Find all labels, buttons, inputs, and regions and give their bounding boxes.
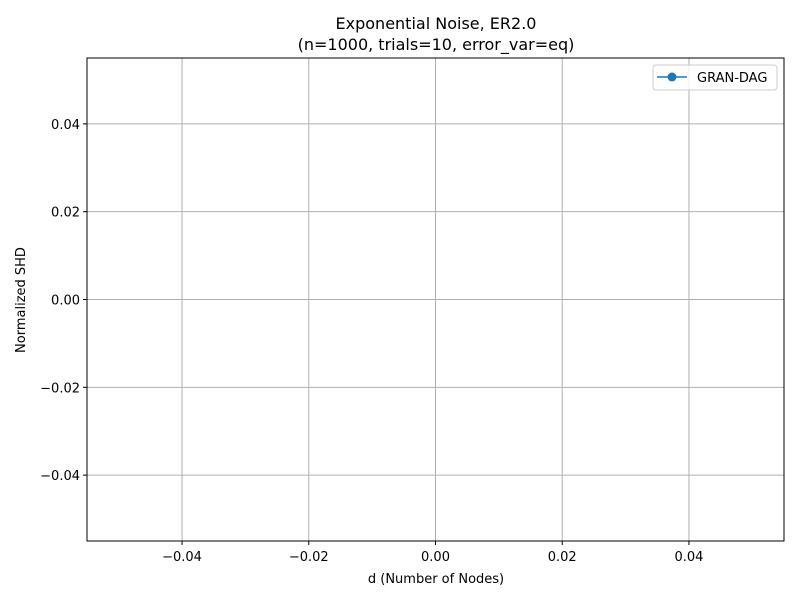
y-tick-label: −0.02	[40, 381, 80, 396]
y-tick-label: −0.04	[40, 469, 80, 484]
chart-title-line1: Exponential Noise, ER2.0	[336, 14, 537, 33]
x-tick-label: 0.00	[421, 550, 450, 565]
y-tick-label: 0.04	[51, 118, 80, 133]
y-tick-label: 0.00	[51, 294, 80, 309]
x-axis-label: d (Number of Nodes)	[368, 572, 504, 587]
chart-title: Exponential Noise, ER2.0 (n=1000, trials…	[298, 14, 575, 55]
x-tick-label: 0.02	[548, 550, 577, 565]
legend-box	[652, 64, 778, 91]
legend: GRAN-DAG	[652, 64, 778, 91]
chart-title-line2: (n=1000, trials=10, error_var=eq)	[298, 35, 575, 55]
y-axis-ticks: −0.04 −0.02 0.00 0.02 0.04	[40, 118, 87, 484]
legend-label-gran-dag: GRAN-DAG	[697, 71, 767, 86]
grid-lines	[87, 58, 784, 541]
x-tick-label: 0.04	[674, 550, 703, 565]
x-axis-ticks: −0.04 −0.02 0.00 0.02 0.04	[162, 541, 703, 565]
y-tick-label: 0.02	[51, 206, 80, 221]
y-axis-label: Normalized SHD	[14, 247, 29, 353]
legend-marker-gran-dag	[667, 72, 677, 82]
x-tick-label: −0.02	[289, 550, 329, 565]
x-tick-label: −0.04	[162, 550, 202, 565]
